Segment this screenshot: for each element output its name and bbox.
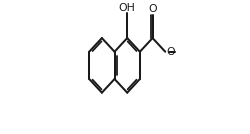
Text: O: O bbox=[148, 4, 157, 14]
Text: O: O bbox=[166, 47, 175, 57]
Text: OH: OH bbox=[119, 3, 136, 13]
